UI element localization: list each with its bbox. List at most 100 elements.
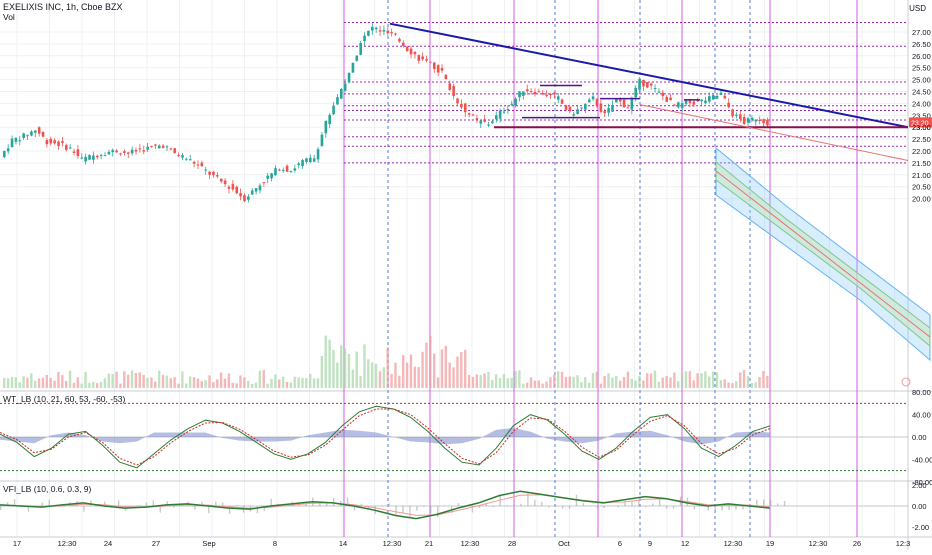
volume-bar [538,381,540,388]
vfi-histogram-bar [222,503,223,506]
price-tick-label: 26.00 [912,52,931,61]
candle [634,88,637,97]
volume-bar [712,371,714,388]
volume-bar [549,377,551,388]
candle [576,109,579,114]
time-tick-label: 9 [648,539,652,548]
candle [301,160,304,166]
vfi-indicator-label: VFI_LB (10, 0.6, 0.3, 9) [3,484,91,494]
volume-bar [476,374,478,388]
candle [572,114,575,115]
vfi-histogram-bar [271,499,272,506]
volume-bar [340,345,342,388]
volume-bar [483,373,485,388]
volume-bar [181,371,183,388]
candle [421,56,424,59]
time-tick-label: 12:30 [383,539,402,548]
volume-bar [26,378,28,388]
candle [61,141,64,143]
volume-bar [34,381,36,388]
chart-title: EXELIXIS INC, 1h, Cboe BZX [3,2,123,12]
candle [483,119,486,122]
volume-bar [383,367,385,388]
candle [123,151,126,153]
volume-bar [11,377,13,388]
candle [658,92,661,93]
vfi-histogram-bar [562,506,563,509]
vfi-histogram-bar [777,503,778,506]
candle [530,91,533,92]
volume-bar [456,357,458,388]
volume-bar [507,378,509,388]
price-tick-label: 22.00 [912,147,931,156]
volume-bar [387,347,389,388]
candle [177,155,180,156]
vfi-histogram-bar [83,506,84,512]
volume-bar [417,367,419,388]
candle [565,105,568,109]
volume-bar [576,375,578,388]
volume-bar [448,362,450,388]
volume-bar [572,377,574,388]
candle [541,93,544,94]
vfi-histogram-bar [208,506,209,513]
candle [328,115,331,124]
vfi-histogram-bar [153,500,154,506]
candle [557,96,560,99]
volume-bar [561,372,563,388]
volume-bar [390,374,392,388]
candle [611,105,614,112]
volume-bar [689,371,691,388]
volume-bar [464,350,466,388]
candle [49,139,52,144]
candle [228,187,231,189]
vfi-histogram-bar [326,503,327,506]
volume-bar [371,362,373,388]
candle [108,152,111,155]
candle [607,108,610,113]
time-tick-label: 26 [853,539,861,548]
candle [677,102,680,107]
vfi-histogram-bar [257,506,258,513]
vfi-histogram-bar [534,500,535,506]
time-tick-label: 6 [618,539,622,548]
candle [270,173,273,178]
vfi-histogram-bar [479,506,480,508]
candle [146,147,149,150]
time-tick-label: 12:30 [809,539,828,548]
candle [197,165,200,166]
candle [510,104,513,105]
candle [313,158,316,161]
candle [274,168,277,175]
volume-bar [77,377,79,388]
volume-bar [584,377,586,388]
volume-bar [398,376,400,388]
vfi-histogram-bar [416,506,417,511]
volume-bar [228,373,230,388]
vfi-histogram-bar [569,506,570,509]
volume-bar [607,373,609,388]
volume-bar [623,377,625,388]
volume-bar [747,376,749,388]
volume-bar [437,377,439,388]
volume-bar [321,356,323,388]
volume-bar [433,354,435,388]
volume-bar [534,381,536,388]
candle [96,156,99,157]
vfi-histogram-bar [673,506,674,509]
volume-bar [197,379,199,388]
volume-bar [220,372,222,388]
volume-bar [642,381,644,388]
vfi-histogram-bar [590,505,591,506]
volume-bar [669,377,671,388]
candle [588,100,591,103]
volume-bar [530,377,532,388]
volume-bar [7,378,9,388]
price-tick-label: 27.00 [912,28,931,37]
volume-bar [317,378,319,388]
candle [7,148,10,151]
candle [700,100,703,102]
candle [390,32,393,33]
volume-bar [38,378,40,388]
